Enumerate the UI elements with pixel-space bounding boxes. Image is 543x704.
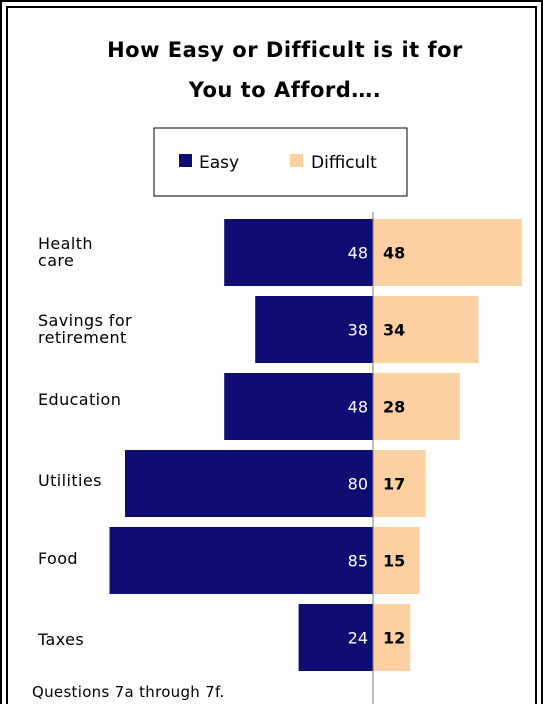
value-label-easy-2: 48 xyxy=(348,398,368,417)
bar-difficult-3 xyxy=(373,450,426,517)
bar-easy-0 xyxy=(224,219,373,286)
inner-border xyxy=(6,6,537,704)
bar-easy-3 xyxy=(125,450,373,517)
category-label-1-line-0: Savings for xyxy=(38,311,132,330)
value-label-easy-1: 38 xyxy=(348,321,368,340)
value-label-easy-0: 48 xyxy=(348,244,368,263)
value-label-difficult-2: 28 xyxy=(383,398,405,417)
legend-swatch-easy xyxy=(179,154,192,167)
legend-swatch-difficult xyxy=(290,154,303,167)
value-label-difficult-4: 15 xyxy=(383,552,405,571)
chart-title-line-1: How Easy or Difficult is it for xyxy=(107,38,463,62)
value-label-difficult-1: 34 xyxy=(383,321,405,340)
bar-difficult-1 xyxy=(373,296,479,363)
footnote: Questions 7a through 7f. xyxy=(32,683,225,701)
bar-difficult-4 xyxy=(373,527,420,594)
category-label-0-line-0: Health xyxy=(38,234,93,253)
value-label-easy-4: 85 xyxy=(348,552,368,571)
category-label-0-line-1: care xyxy=(38,251,74,270)
bar-easy-1 xyxy=(255,296,373,363)
bar-difficult-0 xyxy=(373,219,522,286)
category-label-5: Taxes xyxy=(37,630,84,649)
value-label-difficult-5: 12 xyxy=(383,629,405,648)
bar-easy-5 xyxy=(298,604,373,671)
bar-easy-2 xyxy=(224,373,373,440)
bar-difficult-2 xyxy=(373,373,460,440)
value-label-easy-3: 80 xyxy=(348,475,368,494)
bar-easy-4 xyxy=(109,527,373,594)
category-label-2: Education xyxy=(38,390,121,409)
legend: Easy Difficult xyxy=(153,127,408,197)
category-label-3: Utilities xyxy=(38,471,102,490)
bars-group: 48 48 38 34 48 28 80 17 85 15 24 12 xyxy=(109,219,522,671)
value-label-difficult-3: 17 xyxy=(383,475,405,494)
value-label-easy-5: 24 xyxy=(348,629,368,648)
category-label-4: Food xyxy=(38,549,78,568)
legend-label-difficult: Difficult xyxy=(311,153,377,173)
value-label-difficult-0: 48 xyxy=(383,244,405,263)
legend-label-easy: Easy xyxy=(199,153,239,173)
category-label-1-line-1: retirement xyxy=(38,328,127,347)
chart-title-line-2: You to Afford…. xyxy=(188,78,382,102)
legend-box xyxy=(153,127,408,197)
bar-difficult-5 xyxy=(373,604,411,671)
